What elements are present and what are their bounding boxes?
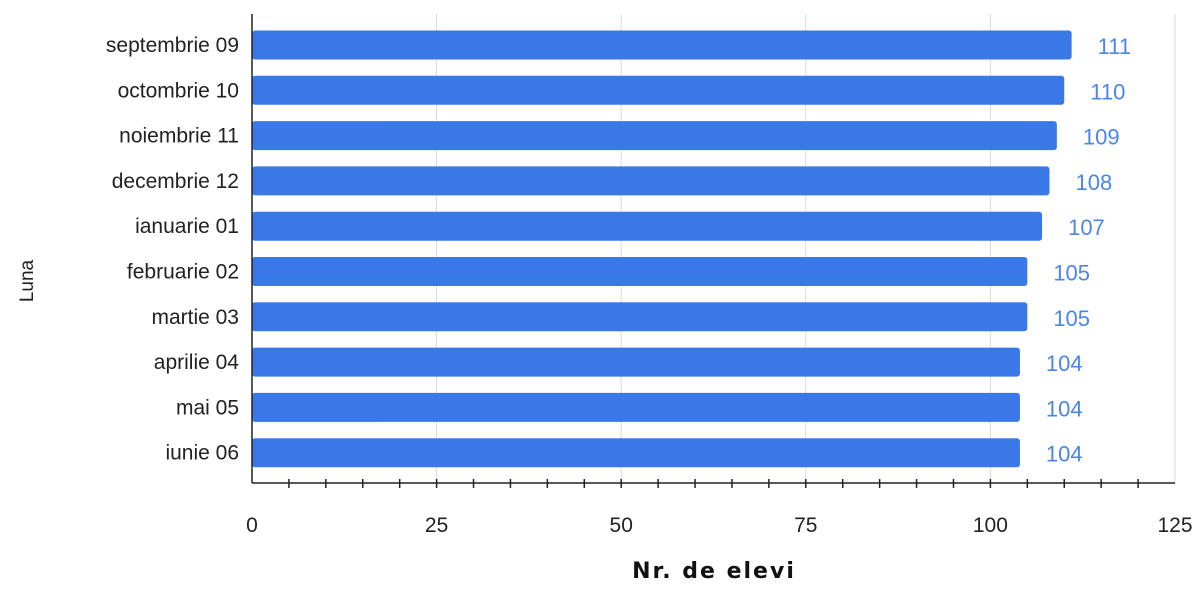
category-labels: septembrie 09 octombrie 10 noiembrie 11 dec…	[106, 34, 239, 465]
bar	[252, 121, 1057, 151]
category-label: mai 05	[176, 396, 239, 419]
y-axis-title: Luna	[17, 259, 38, 302]
category-label: februarie 02	[127, 261, 239, 284]
data-labels: 111 110 109 108 107 105 105 104 104 104	[1046, 34, 1131, 467]
bar	[252, 347, 1020, 377]
data-label: 107	[1068, 215, 1105, 240]
bar	[252, 75, 1065, 105]
x-tick-label: 50	[610, 514, 633, 537]
bar	[252, 211, 1043, 241]
data-label: 105	[1053, 306, 1090, 331]
axes	[251, 14, 1175, 488]
category-label: ianuarie 01	[135, 215, 239, 238]
x-tick-label: 125	[1157, 514, 1192, 537]
x-tick-labels: 0 25 50 75 100 125	[246, 514, 1192, 537]
category-label: iunie 06	[165, 442, 239, 465]
data-label: 109	[1083, 125, 1120, 150]
x-tick-label: 75	[794, 514, 817, 537]
data-label: 104	[1046, 442, 1083, 467]
bar	[252, 438, 1020, 468]
x-axis-title: Nr. de elevi	[632, 559, 796, 584]
category-label: noiembrie 11	[119, 125, 239, 148]
bar	[252, 166, 1050, 196]
data-label: 104	[1046, 396, 1083, 421]
bar	[252, 30, 1072, 60]
x-tick-label: 25	[425, 514, 448, 537]
data-label: 108	[1075, 170, 1112, 195]
data-label: 105	[1053, 261, 1090, 286]
data-label: 104	[1046, 351, 1083, 376]
category-label: martie 03	[151, 306, 239, 329]
category-label: decembrie 12	[112, 170, 239, 193]
x-tick-label: 100	[973, 514, 1008, 537]
category-label: octombrie 10	[118, 79, 239, 102]
data-label: 111	[1098, 34, 1131, 59]
category-label: septembrie 09	[106, 34, 239, 57]
category-label: aprilie 04	[154, 351, 240, 374]
x-tick-label: 0	[246, 514, 258, 537]
bar	[252, 302, 1028, 332]
bar	[252, 257, 1028, 286]
bar	[252, 392, 1020, 422]
data-label: 110	[1090, 79, 1125, 104]
bars	[252, 30, 1072, 468]
